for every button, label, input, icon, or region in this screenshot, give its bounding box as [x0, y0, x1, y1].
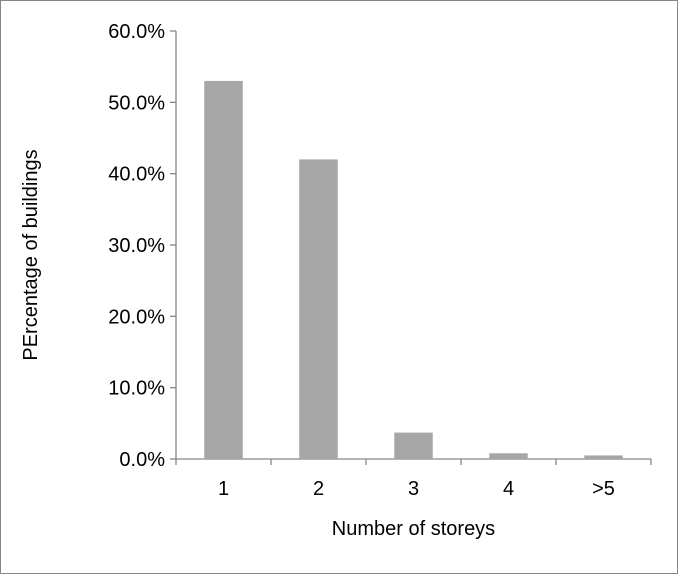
y-tick-label: 0.0%	[119, 449, 165, 471]
x-axis: 1 2 3 4 >5	[175, 458, 652, 500]
y-axis-title: PErcentage of buildings	[20, 149, 42, 360]
y-tick-label: 60.0%	[108, 21, 165, 43]
x-tick-label: >5	[592, 478, 615, 500]
bar-3	[394, 432, 433, 459]
y-tick-label: 40.0%	[108, 164, 165, 186]
bar-gt5	[584, 455, 623, 459]
bar-4	[489, 453, 528, 459]
x-axis-title: Number of storeys	[332, 518, 495, 540]
bar-1	[204, 80, 243, 459]
x-tick-label: 4	[503, 478, 514, 500]
bars	[204, 80, 623, 459]
x-tick-label: 1	[218, 478, 229, 500]
y-tick-label: 10.0%	[108, 378, 165, 400]
y-axis: 0.0% 10.0% 20.0% 30.0% 40.0% 50.0% 60.0%	[108, 21, 177, 471]
y-tick-label: 20.0%	[108, 306, 165, 328]
bar-2	[299, 159, 338, 459]
x-tick-label: 3	[408, 478, 419, 500]
x-tick-label: 2	[313, 478, 324, 500]
y-tick-label: 30.0%	[108, 235, 165, 257]
y-tick-label: 50.0%	[108, 92, 165, 114]
